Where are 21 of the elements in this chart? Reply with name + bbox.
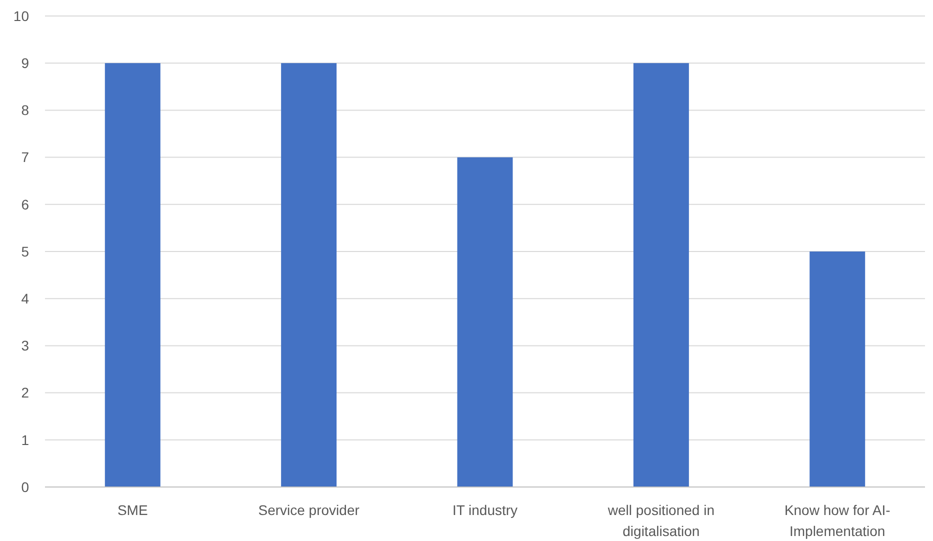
x-tick-label: IT industry	[452, 502, 518, 518]
bar	[104, 63, 160, 487]
x-tick-label: well positioned in digitalisation	[606, 502, 714, 539]
y-tick-label: 8	[21, 102, 30, 118]
y-tick-label: 1	[21, 432, 30, 448]
y-tick-label: 5	[21, 243, 30, 260]
y-tick-label: 2	[21, 384, 30, 401]
y-tick-label: 3	[21, 338, 30, 354]
bar	[633, 63, 689, 487]
y-tick-label: 7	[21, 149, 30, 166]
y-tick-label: 10	[13, 8, 30, 24]
bar	[457, 157, 513, 487]
y-tick-label: 4	[21, 290, 30, 306]
x-tick-label: SME	[117, 502, 148, 518]
y-tick-label: 0	[21, 478, 30, 495]
y-tick-label: 6	[21, 196, 30, 212]
y-tick-label: 9	[21, 55, 30, 71]
x-tick-label: Know how for AI-Implementation	[784, 502, 891, 539]
bar	[281, 63, 337, 487]
bar	[810, 252, 866, 487]
x-tick-label: Service provider	[258, 502, 360, 518]
